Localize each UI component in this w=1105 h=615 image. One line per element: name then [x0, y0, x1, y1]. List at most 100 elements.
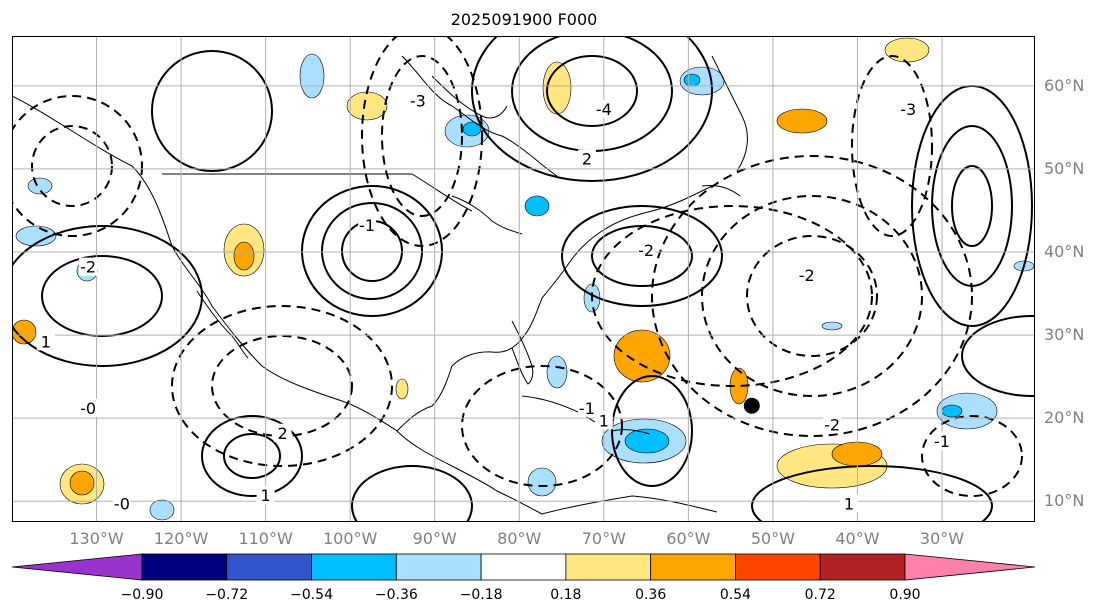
- anomaly-cool: [27, 177, 53, 195]
- contour-label: 2: [582, 150, 592, 169]
- contour-solid: [201, 415, 303, 497]
- anomaly-warm: [12, 319, 37, 345]
- contour-label: -0: [114, 494, 130, 513]
- contour-solid: [561, 205, 723, 307]
- contour-solid: [12, 225, 203, 367]
- anomaly-cool: [527, 467, 557, 497]
- colorbar-tick-label: 0.90: [889, 587, 921, 603]
- contour-label: 2: [277, 424, 287, 443]
- greenland: [711, 55, 748, 172]
- anomaly-warm: [346, 91, 388, 121]
- newfoundland: [701, 185, 741, 197]
- contour-label-bg: [273, 423, 292, 442]
- contour-label-bg: [256, 486, 275, 505]
- contour-label-bg: [79, 398, 98, 417]
- contour-dashed: [31, 125, 113, 207]
- latitude-label: 30°N: [1044, 325, 1085, 345]
- contour-dashed: [461, 365, 623, 487]
- contour-dashed: [701, 195, 923, 397]
- latitude-label: 20°N: [1044, 408, 1085, 428]
- latitude-label: 10°N: [1044, 491, 1085, 511]
- longitude-label: 80°W: [497, 529, 542, 548]
- contour-label: -2: [799, 266, 815, 285]
- anomaly-warm: [613, 329, 671, 383]
- map-background: [12, 36, 1035, 522]
- colorbar-tick-label: −0.54: [290, 587, 333, 603]
- contour-solid: [41, 255, 163, 337]
- contour-labels: -21-11-2-21-1-11-0-32-4 -3-22-0: [36, 91, 951, 513]
- contour-solid: [546, 55, 638, 127]
- longitude-label: 90°W: [412, 529, 457, 548]
- contour-solid: [951, 165, 993, 247]
- longitude-label: 100°W: [322, 529, 378, 548]
- contour-label-bg: [933, 432, 951, 451]
- contour-label-bg: [112, 494, 131, 513]
- contour-label: 1: [844, 494, 854, 513]
- contour-label: -2: [638, 241, 654, 260]
- anomaly-warm: [69, 470, 95, 496]
- colorbar: [11, 553, 1036, 581]
- contour-dashed: [171, 305, 393, 467]
- mexico-gulf-coast: [396, 335, 525, 432]
- us-border: [162, 173, 473, 212]
- contour-label-bg: [358, 216, 377, 235]
- contour-label: 1: [599, 411, 609, 430]
- contour-solid: [751, 465, 993, 522]
- anomaly-cool: [683, 73, 701, 87]
- contour-label-bg: [637, 241, 656, 259]
- colorbar-over-extension: [904, 553, 1036, 581]
- colorbar-tick-label: −0.18: [459, 587, 503, 603]
- contour-solid: [321, 202, 423, 300]
- contour-dashed: [851, 55, 933, 237]
- contour-label: 1: [261, 486, 271, 505]
- storm-center-dot: [743, 397, 760, 414]
- colorbar-tick-label: −0.72: [205, 587, 249, 603]
- colorbar-bin: [395, 553, 482, 581]
- contour-solid: [471, 36, 713, 182]
- longitude-label: 120°W: [153, 529, 209, 548]
- anomaly-cool: [941, 404, 963, 418]
- latitude-label: 50°N: [1044, 158, 1085, 178]
- contour-label-bg: [797, 265, 816, 284]
- colorbar-tick-label: 0.36: [635, 587, 667, 603]
- anomaly-cool: [546, 355, 568, 389]
- contour-label-bg: [594, 99, 613, 118]
- longitude-label: 30°W: [919, 529, 965, 548]
- contour-label: 1: [41, 332, 51, 351]
- south-america-north: [541, 495, 718, 515]
- contour-label: -1: [359, 216, 375, 235]
- hispaniola: [611, 429, 651, 435]
- contour-label: -2: [80, 258, 96, 277]
- canada-arctic: [401, 55, 558, 177]
- map-frame: [12, 36, 1035, 522]
- colorbar-bin: [480, 553, 567, 581]
- anomaly-cool: [299, 53, 325, 99]
- contour-dashed: [591, 205, 873, 387]
- colorbar-tick-label: 0.72: [804, 587, 836, 603]
- contour-dashed: [921, 415, 1023, 497]
- contour-label-bg: [577, 398, 596, 417]
- colorbar-tick-label: −0.36: [374, 587, 418, 603]
- north-america-west-coast: [12, 95, 398, 432]
- colorbar-tick-label: 0.54: [719, 587, 752, 603]
- colorbar-tick-label: −0.90: [120, 587, 164, 603]
- anomaly-cool: [821, 321, 843, 331]
- colorbar-bin: [735, 553, 821, 581]
- longitude-label: 60°W: [666, 529, 711, 548]
- longitude-label: 130°W: [69, 529, 124, 548]
- contour-label-bg: [36, 332, 55, 351]
- longitude-label: 40°W: [835, 529, 880, 548]
- contour-solid: [611, 375, 693, 487]
- contour-label-bg: [594, 411, 613, 430]
- contour-dashed: [361, 36, 483, 247]
- colorbar-under-extension: [11, 553, 143, 581]
- storm-marker: [743, 397, 760, 414]
- contour-label: -0: [80, 399, 96, 418]
- anomaly-cool: [624, 428, 670, 454]
- anomaly-warm: [884, 37, 930, 63]
- contour-label-bg: [840, 494, 858, 513]
- longitude-label: 50°W: [750, 529, 795, 548]
- colorbar-bin: [141, 553, 228, 581]
- contour-label-bg: [408, 91, 427, 110]
- shaded-anomalies: [12, 37, 1035, 521]
